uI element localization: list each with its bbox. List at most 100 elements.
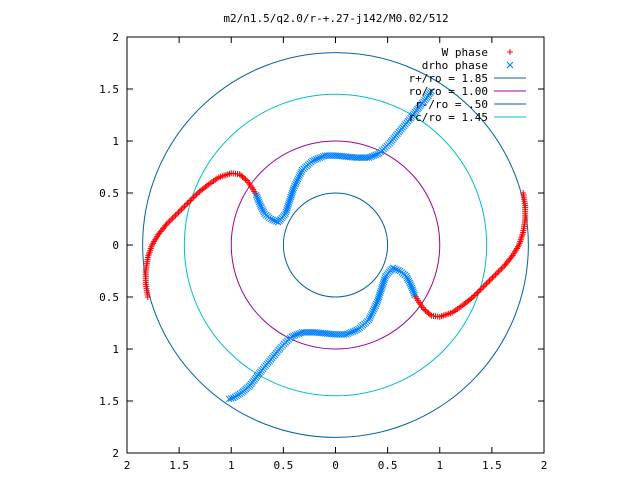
legend-label: drho phase	[422, 59, 488, 72]
data-point	[499, 264, 506, 271]
data-point	[370, 305, 378, 313]
data-point	[371, 304, 379, 311]
data-point	[290, 184, 298, 192]
data-point	[295, 173, 303, 181]
data-point	[242, 176, 249, 183]
series-drho-phase	[225, 87, 435, 403]
data-point	[507, 49, 513, 55]
y-tick-label: 1	[112, 343, 119, 356]
data-point	[259, 207, 267, 214]
y-tick-label: 0.5	[99, 291, 119, 304]
data-point	[269, 216, 277, 224]
data-point	[168, 216, 175, 223]
x-tick-label: 0.5	[273, 459, 293, 472]
data-point	[381, 274, 389, 282]
data-point	[184, 200, 191, 207]
data-point	[292, 180, 299, 188]
data-point	[367, 153, 374, 161]
data-point	[411, 291, 419, 299]
data-point	[282, 210, 289, 218]
data-point	[171, 213, 178, 220]
legend-label: r+/ro = 1.85	[409, 72, 488, 85]
data-point	[502, 261, 509, 268]
data-point	[375, 293, 383, 300]
data-point	[284, 203, 292, 210]
data-point	[474, 289, 481, 296]
data-point	[373, 298, 381, 306]
data-point	[309, 157, 316, 165]
data-point	[293, 177, 301, 185]
y-tick-label: 0	[112, 239, 119, 252]
data-point	[257, 202, 264, 209]
data-point	[396, 267, 404, 275]
x-tick-label: 1	[228, 459, 235, 472]
data-point	[480, 283, 487, 290]
legend-entry: ro/ro = 1.00	[409, 85, 526, 98]
data-point	[380, 278, 388, 286]
y-axis-ticks: 2 1.5 1 0.5 0 0.5 1 1.5 2	[99, 31, 544, 460]
legend-label: rc/ro = 1.45	[409, 111, 488, 124]
reference-circle	[230, 140, 441, 350]
data-point	[296, 172, 303, 179]
data-point	[377, 287, 385, 295]
data-point	[287, 193, 295, 201]
data-point	[376, 289, 384, 297]
data-point	[252, 191, 260, 199]
data-point	[294, 175, 302, 183]
data-point	[404, 276, 412, 283]
data-point	[318, 153, 325, 161]
data-point	[428, 87, 435, 95]
data-point	[229, 394, 237, 402]
data-point	[193, 191, 200, 198]
x-tick-label: 2	[541, 459, 548, 472]
data-point	[368, 152, 376, 160]
x-tick-label: 0.5	[378, 459, 398, 472]
data-point	[355, 325, 362, 333]
data-point	[409, 286, 416, 294]
data-point	[289, 186, 297, 194]
x-tick-label: 1.5	[482, 459, 502, 472]
data-point	[292, 179, 300, 186]
data-point	[286, 195, 294, 203]
data-point	[165, 219, 172, 226]
data-point	[172, 212, 179, 219]
data-point	[351, 327, 359, 335]
data-point	[482, 282, 489, 289]
data-point	[256, 200, 264, 208]
data-point	[227, 395, 235, 402]
data-point	[286, 197, 293, 205]
data-point	[486, 277, 493, 284]
y-tick-label: 0.5	[99, 187, 119, 200]
data-point	[347, 328, 355, 336]
data-point	[373, 300, 380, 308]
data-point	[370, 152, 378, 159]
y-tick-label: 1.5	[99, 83, 119, 96]
x-tick-label: 1	[436, 459, 443, 472]
reference-circles	[142, 52, 529, 438]
data-point	[258, 205, 266, 213]
data-point	[489, 274, 496, 281]
data-point	[372, 302, 379, 310]
data-point	[394, 266, 402, 274]
legend-entry: r-/ro = .50	[415, 98, 526, 111]
x-tick-label: 2	[124, 459, 131, 472]
legend-entry: W phase	[442, 46, 513, 59]
legend-label: r-/ro = .50	[415, 98, 488, 111]
data-point	[283, 204, 291, 212]
data-point	[476, 288, 483, 295]
data-point	[179, 204, 186, 211]
data-point	[188, 195, 195, 202]
data-point	[410, 289, 418, 297]
data-point	[254, 195, 262, 202]
data-point	[203, 182, 210, 189]
data-point	[471, 292, 478, 299]
data-point	[288, 190, 296, 197]
y-tick-label: 2	[112, 31, 119, 44]
data-point	[175, 209, 182, 216]
data-point	[297, 329, 304, 337]
data-point	[225, 395, 233, 403]
legend-entry: drho phase	[422, 59, 514, 72]
data-point	[185, 198, 192, 205]
